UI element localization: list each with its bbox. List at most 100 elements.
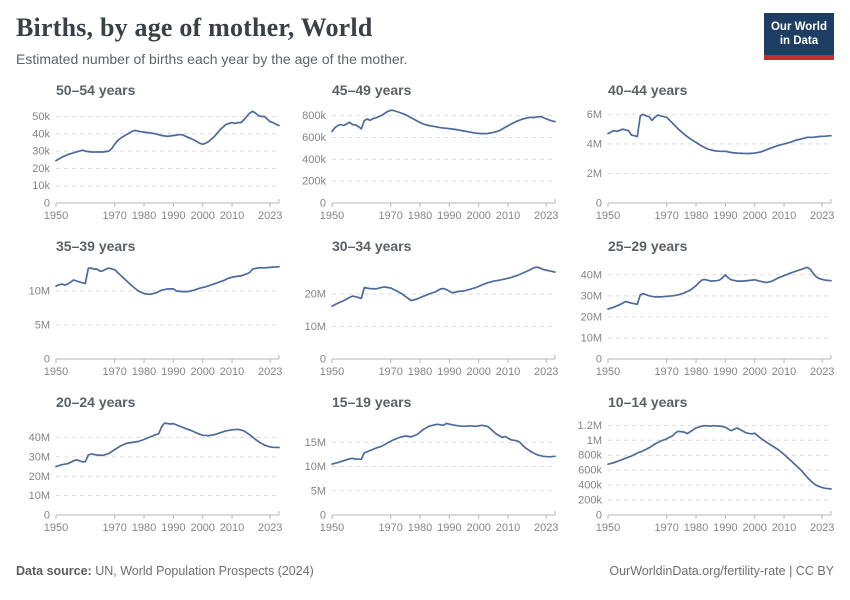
line-chart-canvas[interactable]: 0 10M 20M 1950 1970 1980 1990 2000 2010 2023: [292, 255, 558, 381]
svg-text:400k: 400k: [302, 154, 326, 166]
chart-title: 45–49 years: [332, 82, 412, 98]
svg-text:2010: 2010: [496, 522, 520, 534]
svg-text:2010: 2010: [496, 366, 520, 378]
svg-text:2000: 2000: [742, 366, 766, 378]
line-chart-canvas[interactable]: 0 10k 20k 30k 40k 50k 1950 1970 1980 1990 2000 2010…: [16, 99, 282, 225]
svg-text:2023: 2023: [534, 366, 558, 378]
svg-text:2000: 2000: [742, 522, 766, 534]
svg-text:5M: 5M: [35, 319, 50, 331]
svg-text:30k: 30k: [32, 146, 50, 158]
svg-text:2023: 2023: [810, 210, 834, 222]
svg-text:2023: 2023: [258, 210, 282, 222]
svg-text:1990: 1990: [713, 210, 737, 222]
svg-text:10M: 10M: [305, 461, 326, 473]
chart-10-14-years: 10–14 years 0 200k 400k 600k 800k 1M 1.2M 1950 1…: [568, 394, 835, 537]
header-titles: Births, by age of mother, World Estimate…: [16, 13, 407, 67]
chart-title: 40–44 years: [608, 82, 688, 98]
svg-text:1980: 1980: [684, 522, 708, 534]
svg-text:2000: 2000: [190, 210, 214, 222]
chart-title: 25–29 years: [608, 238, 688, 254]
chart-title: 15–19 years: [332, 394, 412, 410]
chart-15-19-years: 15–19 years 0 5M 10M 15M 1950 1970 1980 1990 200…: [292, 394, 559, 537]
line-chart-canvas[interactable]: 0 200k 400k 600k 800k 1950 1970 1980 1990 2000 201…: [292, 99, 558, 225]
svg-text:30M: 30M: [581, 290, 602, 302]
svg-text:1980: 1980: [684, 366, 708, 378]
svg-text:1950: 1950: [44, 522, 68, 534]
svg-text:20M: 20M: [581, 311, 602, 323]
svg-text:5M: 5M: [311, 485, 326, 497]
svg-text:2000: 2000: [466, 366, 490, 378]
svg-text:1970: 1970: [378, 366, 402, 378]
svg-text:20k: 20k: [32, 163, 50, 175]
line-chart-canvas[interactable]: 0 2M 4M 6M 1950 1970 1980 1990 2000 2010 2023: [568, 99, 835, 225]
svg-text:1970: 1970: [654, 210, 678, 222]
line-chart-canvas[interactable]: 0 5M 10M 15M 1950 1970 1980 1990 2000 2010 2023: [292, 411, 558, 537]
svg-text:1980: 1980: [132, 522, 156, 534]
svg-text:2010: 2010: [496, 210, 520, 222]
svg-text:1990: 1990: [437, 210, 461, 222]
owid-logo-line2: in Data: [779, 35, 819, 48]
footer-credit: OurWorldinData.org/fertility-rate | CC B…: [609, 564, 834, 578]
line-chart-canvas[interactable]: 0 200k 400k 600k 800k 1M 1.2M 1950 1970 1980 1990 2…: [568, 411, 835, 537]
svg-text:2010: 2010: [772, 522, 796, 534]
line-chart-canvas[interactable]: 0 5M 10M 1950 1970 1980 1990 2000 2010 2023: [16, 255, 282, 381]
line-chart-canvas[interactable]: 0 10M 20M 30M 40M 1950 1970 1980 1990 2000 2010 202…: [16, 411, 282, 537]
svg-text:800k: 800k: [578, 450, 602, 462]
svg-text:1990: 1990: [437, 522, 461, 534]
svg-text:1990: 1990: [437, 366, 461, 378]
line-chart-canvas[interactable]: 0 10M 20M 30M 40M 1950 1970 1980 1990 2000 2010 202…: [568, 255, 834, 381]
page-title: Births, by age of mother, World: [16, 13, 373, 42]
svg-text:1950: 1950: [320, 366, 344, 378]
owid-url-link[interactable]: OurWorldinData.org/fertility-rate: [609, 564, 786, 578]
owid-logo[interactable]: Our World in Data: [763, 13, 834, 60]
svg-text:30M: 30M: [29, 451, 50, 463]
svg-text:1950: 1950: [320, 210, 344, 222]
svg-text:40M: 40M: [29, 432, 50, 444]
svg-text:0: 0: [596, 354, 602, 366]
svg-text:1950: 1950: [596, 522, 620, 534]
svg-text:2023: 2023: [810, 522, 834, 534]
svg-text:1990: 1990: [713, 366, 737, 378]
svg-text:0: 0: [44, 510, 50, 522]
svg-text:10k: 10k: [32, 180, 50, 192]
svg-text:0: 0: [44, 354, 50, 366]
header: Births, by age of mother, World Estimate…: [16, 13, 834, 67]
svg-text:2023: 2023: [258, 366, 282, 378]
svg-text:1980: 1980: [132, 366, 156, 378]
svg-text:15M: 15M: [305, 437, 326, 449]
svg-text:6M: 6M: [587, 109, 602, 121]
svg-text:1950: 1950: [596, 366, 620, 378]
svg-text:1970: 1970: [654, 366, 678, 378]
chart-50-54-years: 50–54 years 0 10k 20k 30k 40k 50k 1950 1970 1980…: [16, 82, 282, 225]
chart-35-39-years: 35–39 years 0 5M 10M 1950 1970 1980 1990 2000 20…: [16, 238, 283, 381]
svg-text:0: 0: [320, 510, 326, 522]
svg-text:40k: 40k: [32, 128, 50, 140]
chart-30-34-years: 30–34 years 0 10M 20M 1950 1970 1980 1990 2000 2…: [292, 238, 559, 381]
svg-text:0: 0: [320, 354, 326, 366]
svg-text:1990: 1990: [161, 522, 185, 534]
svg-text:2000: 2000: [190, 522, 214, 534]
svg-text:2010: 2010: [772, 210, 796, 222]
svg-text:2023: 2023: [534, 210, 558, 222]
svg-text:40M: 40M: [581, 269, 602, 281]
svg-text:1950: 1950: [44, 366, 68, 378]
svg-text:4M: 4M: [587, 138, 602, 150]
license-badge: | CC BY: [785, 564, 834, 578]
svg-text:600k: 600k: [302, 132, 326, 144]
svg-text:1980: 1980: [684, 210, 708, 222]
svg-text:200k: 200k: [302, 176, 326, 188]
svg-text:1980: 1980: [408, 210, 432, 222]
chart-20-24-years: 20–24 years 0 10M 20M 30M 40M 1950 1970 1980 199…: [16, 394, 283, 537]
svg-text:2023: 2023: [534, 522, 558, 534]
svg-text:0: 0: [596, 198, 602, 210]
svg-text:1990: 1990: [161, 366, 185, 378]
data-source-text: UN, World Population Prospects (2024): [91, 564, 314, 578]
chart-title: 35–39 years: [56, 238, 136, 254]
svg-text:0: 0: [320, 198, 326, 210]
svg-text:1980: 1980: [408, 522, 432, 534]
svg-text:2010: 2010: [772, 366, 796, 378]
svg-text:1.2M: 1.2M: [578, 420, 602, 432]
svg-text:2010: 2010: [220, 366, 244, 378]
svg-text:10M: 10M: [581, 332, 602, 344]
